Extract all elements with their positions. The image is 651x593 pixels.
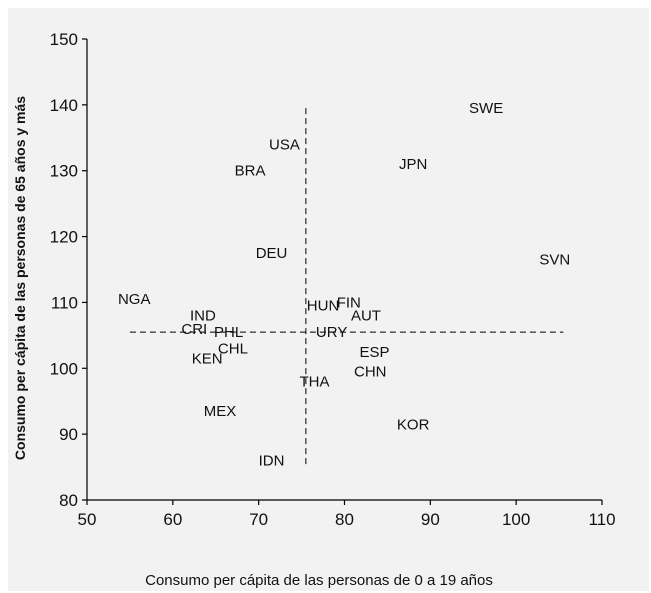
y-tick-label: 90 <box>59 425 78 444</box>
point-label-swe: SWE <box>469 100 503 117</box>
axes: 80 90 100 110 120 130 140 150 50 60 70 80 90 100 110 <box>50 30 616 529</box>
point-label-tha: THA <box>299 373 329 390</box>
y-axis-title: Consumo per cápita de las personas de 65… <box>12 96 28 460</box>
point-label-chl: CHL <box>218 341 248 358</box>
x-tick-label: 110 <box>588 510 615 529</box>
x-tick-label: 60 <box>163 510 182 529</box>
point-label-esp: ESP <box>360 344 390 361</box>
y-tick-label: 140 <box>50 96 78 115</box>
reference-lines <box>129 108 564 468</box>
point-label-kor: KOR <box>397 416 430 433</box>
x-tick-label: 80 <box>335 510 354 529</box>
y-tick-label: 120 <box>50 228 78 247</box>
x-axis-title: Consumo per cápita de las personas de 0 … <box>145 572 493 589</box>
point-label-jpn: JPN <box>399 156 427 173</box>
y-tick-label: 100 <box>50 359 78 378</box>
y-tick-label: 130 <box>50 162 78 181</box>
point-label-mex: MEX <box>204 403 237 420</box>
point-label-ind: IND <box>190 308 216 325</box>
x-tick-label: 50 <box>78 510 97 529</box>
chart-frame: 80 90 100 110 120 130 140 150 50 60 70 80 90 100 110 S… <box>8 8 649 591</box>
point-label-hun: HUN <box>307 298 340 315</box>
point-label-cri: CRI <box>181 321 207 338</box>
point-label-idn: IDN <box>259 452 285 469</box>
x-tick-label: 100 <box>502 510 530 529</box>
scatter-chart: 80 90 100 110 120 130 140 150 50 60 70 80 90 100 110 S… <box>12 30 616 589</box>
y-tick-label: 110 <box>51 293 78 312</box>
x-tick-label: 90 <box>421 510 440 529</box>
point-label-nga: NGA <box>118 291 151 308</box>
point-label-phl: PHL <box>214 324 243 341</box>
point-label-ury: URY <box>316 324 347 341</box>
point-label-fin: FIN <box>337 294 361 311</box>
point-label-aut: AUT <box>351 308 381 325</box>
point-label-deu: DEU <box>256 245 288 262</box>
y-tick-label: 150 <box>50 30 78 49</box>
point-label-ken: KEN <box>192 350 223 367</box>
y-tick-label: 80 <box>59 491 78 510</box>
point-label-chn: CHN <box>354 364 387 381</box>
point-label-usa: USA <box>269 136 300 153</box>
point-label-bra: BRA <box>235 163 266 180</box>
x-tick-label: 70 <box>249 510 268 529</box>
point-label-svn: SVN <box>539 252 570 269</box>
